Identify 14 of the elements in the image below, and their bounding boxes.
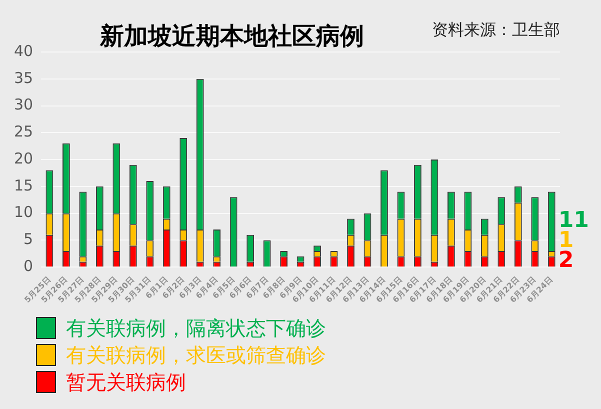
y-tick-label: 0 bbox=[24, 256, 34, 275]
y-tick-label: 40 bbox=[14, 42, 34, 60]
y-tick-label: 35 bbox=[14, 68, 34, 87]
y-tick-label: 30 bbox=[14, 96, 34, 114]
y-tick-label: 25 bbox=[14, 122, 34, 141]
legend-label: 有关联病例，求医或筛查确诊 bbox=[66, 342, 326, 366]
y-tick-label: 20 bbox=[14, 149, 34, 168]
legend-label: 暂无关联病例 bbox=[66, 370, 186, 394]
y-tick-label: 10 bbox=[14, 203, 34, 222]
legend-label: 有关联病例，隔离状态下确诊 bbox=[66, 316, 326, 340]
y-tick-label: 15 bbox=[14, 176, 34, 194]
chart-title: 新加坡近期本地社区病例 bbox=[100, 21, 364, 52]
text: 资料来源：卫生部 bbox=[432, 20, 560, 40]
y-tick-label: 5 bbox=[24, 230, 34, 248]
